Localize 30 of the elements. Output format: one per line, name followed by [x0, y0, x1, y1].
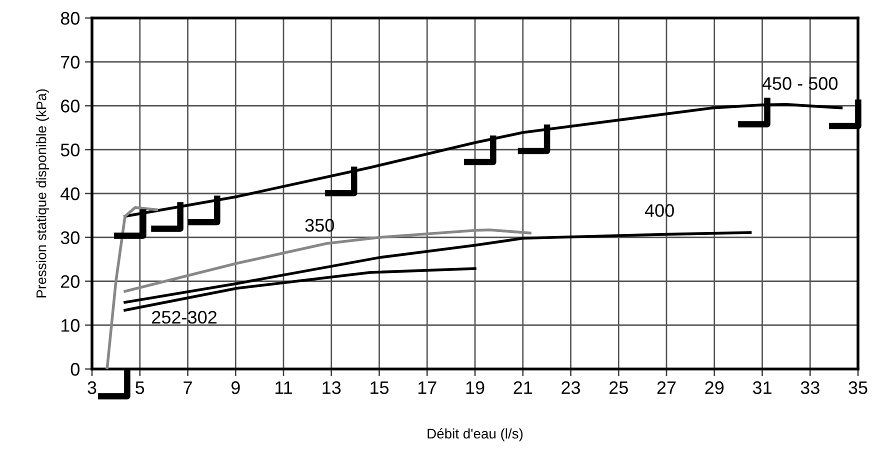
y-tick-label: 10 — [61, 319, 80, 332]
y-axis-title: Pression statique disponible (kPa) — [36, 89, 49, 298]
y-tick-label: 80 — [60, 12, 80, 25]
line-series — [124, 231, 752, 304]
x-tick-label: 29 — [705, 381, 724, 394]
x-axis-title: Débit d'eau (l/s) — [428, 428, 523, 442]
x-tick-label: 5 — [136, 381, 144, 394]
x-tick-label: 23 — [562, 381, 580, 394]
x-tick-label: 19 — [466, 381, 484, 394]
x-tick-label: 17 — [418, 381, 436, 394]
y-tick-label: 0 — [70, 362, 80, 376]
x-tick-label: 33 — [800, 381, 820, 394]
x-tick-label: 25 — [609, 381, 628, 394]
x-tick-label: 13 — [322, 381, 341, 394]
line-series — [124, 267, 476, 312]
x-tick-label: 9 — [231, 381, 240, 394]
x-tick-label: 7 — [184, 381, 192, 394]
y-tick-label: 50 — [60, 144, 80, 156]
x-tick-label: 3 — [88, 381, 96, 394]
y-tick-label: 30 — [60, 231, 80, 244]
x-tick-label: 11 — [276, 381, 292, 394]
x-tick-label: 15 — [370, 381, 389, 394]
x-tick-label: 27 — [657, 381, 676, 394]
y-tick-label: 60 — [61, 100, 80, 112]
y-tick-label: 70 — [61, 56, 80, 69]
x-tick-label: 31 — [752, 381, 772, 394]
x-tick-label: 35 — [848, 381, 868, 394]
y-tick-label: 20 — [61, 275, 80, 288]
x-tick-label: 21 — [514, 381, 532, 394]
y-tick-label: 40 — [60, 187, 80, 200]
